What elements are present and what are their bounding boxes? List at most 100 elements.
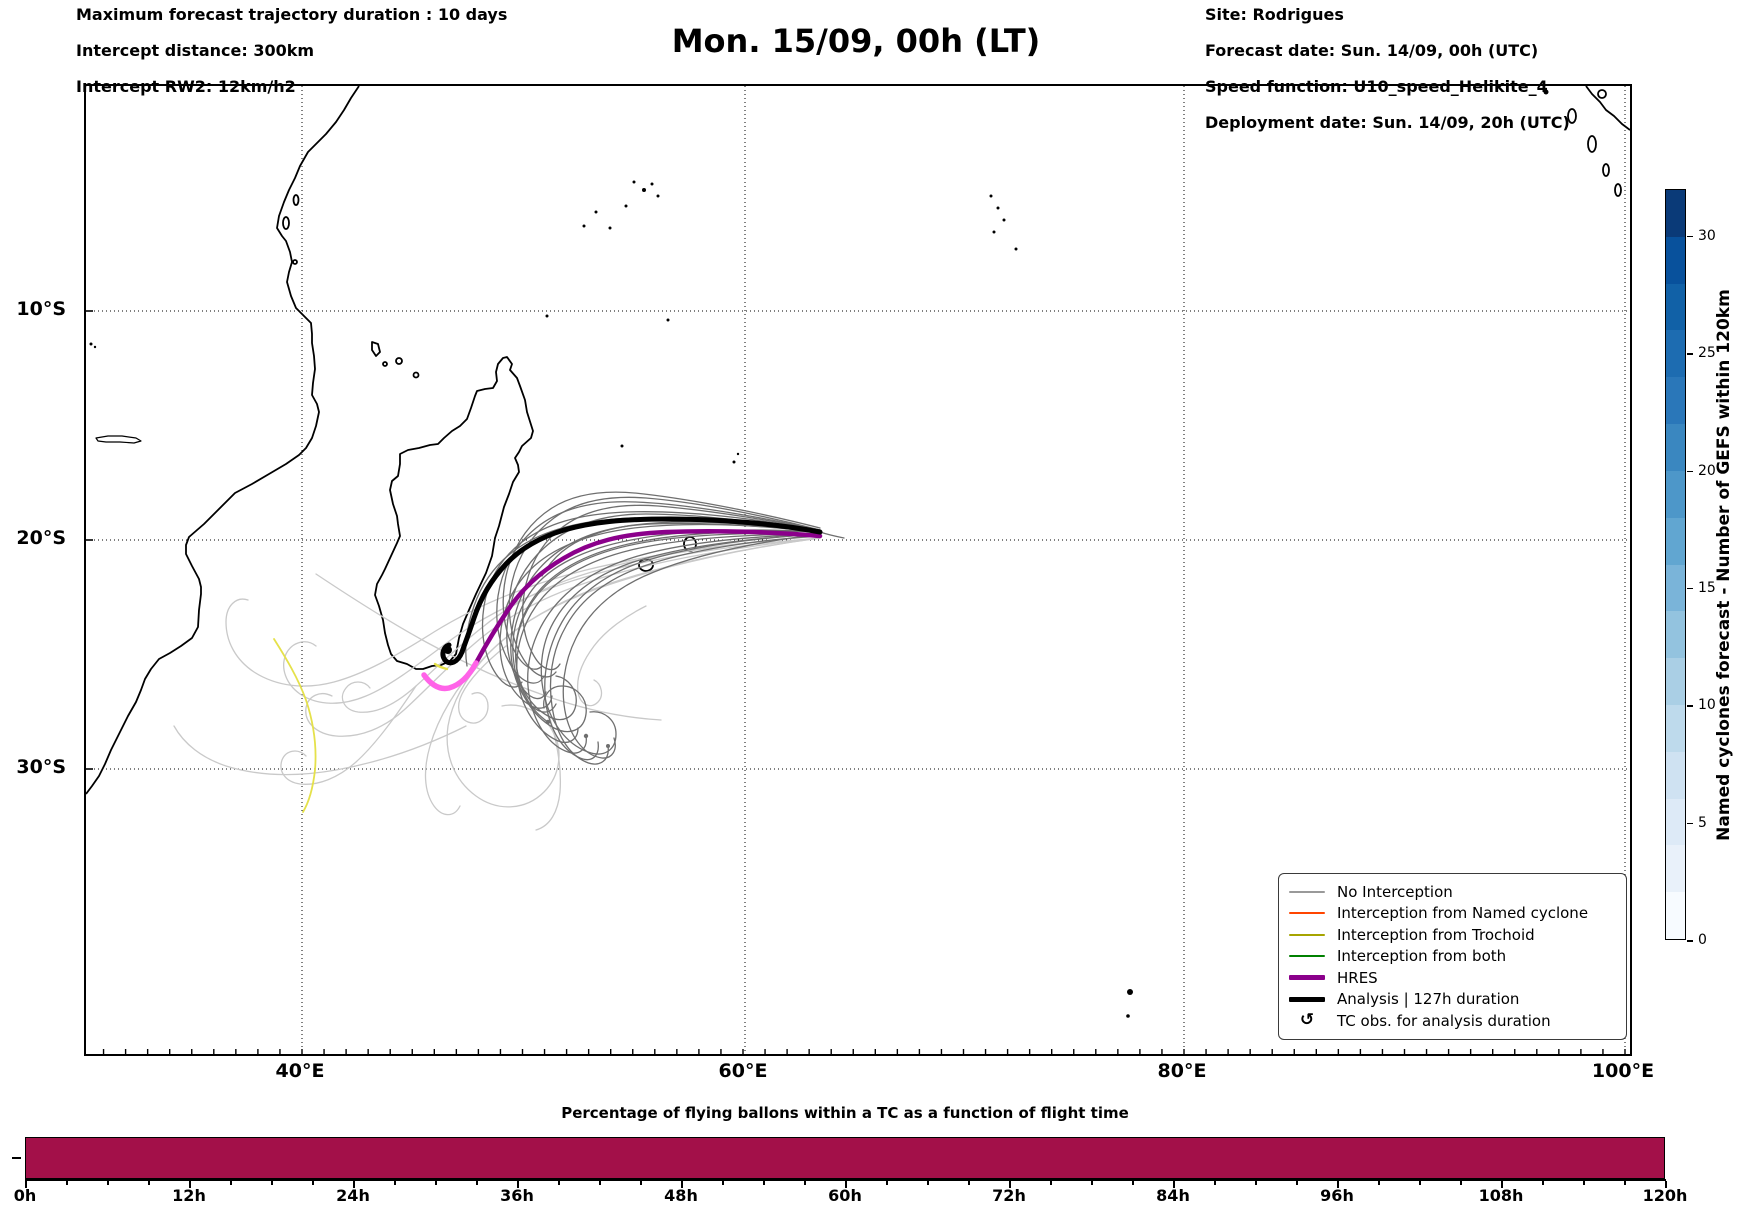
legend-line-olive bbox=[1289, 933, 1325, 936]
legend-line-gray bbox=[1289, 890, 1325, 893]
flight-time-tick-label: 120h bbox=[1642, 1186, 1688, 1205]
legend-line-black bbox=[1289, 996, 1325, 1002]
hres-track bbox=[473, 528, 823, 666]
small-island-specks bbox=[89, 89, 1549, 1018]
gefs-colorbar bbox=[1665, 189, 1686, 940]
param-intercept-distance: Intercept distance: 300km bbox=[76, 41, 315, 60]
nias-island bbox=[1567, 108, 1577, 124]
colorbar-title: Named cyclones forecast - Number of GEFS… bbox=[1714, 289, 1734, 841]
legend-row-analysis: Analysis | 127h duration bbox=[1289, 989, 1616, 1011]
colorbar-tick-label: 0 bbox=[1698, 932, 1707, 948]
flight-time-minor-tick bbox=[394, 1181, 396, 1185]
legend-line-green bbox=[1289, 955, 1325, 958]
colorbar-tick-label: 15 bbox=[1698, 579, 1716, 596]
flight-time-minor-tick bbox=[1337, 1181, 1339, 1185]
grande-comore-island bbox=[371, 341, 381, 357]
flight-time-minor-tick bbox=[1091, 1181, 1093, 1185]
legend-label: Interception from both bbox=[1337, 947, 1507, 966]
legend-row-named-cyclone: Interception from Named cyclone bbox=[1289, 903, 1616, 925]
flight-time-minor-tick bbox=[1665, 1181, 1667, 1185]
legend-row-tc-obs: ↺ TC obs. for analysis duration bbox=[1289, 1010, 1616, 1032]
flight-time-minor-tick bbox=[1132, 1181, 1134, 1185]
flight-time-minor-tick bbox=[107, 1181, 109, 1185]
flight-time-minor-tick bbox=[927, 1181, 929, 1185]
colorbar-tick-label: 10 bbox=[1698, 697, 1716, 714]
flight-time-tick-label: 60h bbox=[828, 1186, 862, 1205]
flight-time-minor-tick bbox=[230, 1181, 232, 1185]
flight-time-minor-tick bbox=[722, 1181, 724, 1185]
colorbar-tick-mark bbox=[1687, 353, 1693, 355]
flight-time-minor-tick bbox=[886, 1181, 888, 1185]
analysis-track bbox=[440, 516, 823, 666]
legend-label: HRES bbox=[1337, 968, 1378, 987]
sumatra-coast-corner bbox=[1585, 86, 1630, 131]
colorbar-tick-mark bbox=[1687, 822, 1693, 825]
pemba-island bbox=[292, 194, 300, 206]
trajectory-map bbox=[84, 84, 1632, 1056]
flight-time-minor-tick bbox=[517, 1181, 519, 1185]
trajectories-no-interception-light bbox=[173, 535, 821, 831]
flight-time-minor-tick bbox=[845, 1181, 847, 1185]
map-ytick-10s: 10°S bbox=[16, 298, 66, 320]
mafia-island bbox=[292, 259, 298, 265]
deployment-date: Deployment date: Sun. 14/09, 20h (UTC) bbox=[1205, 113, 1570, 132]
flight-time-minor-tick bbox=[1009, 1181, 1011, 1185]
flight-time-tick-label: 72h bbox=[992, 1186, 1026, 1205]
flight-time-bar bbox=[25, 1137, 1665, 1179]
flight-time-minor-tick bbox=[1255, 1181, 1257, 1185]
flight-time-minor-tick bbox=[353, 1181, 355, 1185]
flight-time-minor-tick bbox=[66, 1181, 68, 1185]
flight-time-minor-tick bbox=[640, 1181, 642, 1185]
flight-time-tick-label: 108h bbox=[1478, 1186, 1524, 1205]
amsterdam-island bbox=[1127, 989, 1133, 995]
legend-line-orangered bbox=[1289, 912, 1325, 915]
map-xtick-40e: 40°E bbox=[275, 1060, 325, 1082]
flight-time-minor-tick bbox=[1460, 1181, 1462, 1185]
map-legend: No Interception Interception from Named … bbox=[1278, 873, 1627, 1040]
mayotte-island bbox=[412, 371, 420, 379]
legend-label: Interception from Trochoid bbox=[1337, 925, 1535, 944]
flight-time-minor-tick bbox=[1624, 1181, 1626, 1185]
flight-time-minor-tick bbox=[476, 1181, 478, 1185]
colorbar-tick-mark bbox=[1687, 470, 1693, 473]
param-intercept-rw2: Intercept RW2: 12km/h2 bbox=[76, 77, 296, 96]
colorbar-tick-mark bbox=[1687, 587, 1693, 590]
colorbar-tick-mark bbox=[1687, 235, 1693, 238]
legend-label: No Interception bbox=[1337, 882, 1453, 901]
flight-time-minor-tick bbox=[1419, 1181, 1421, 1185]
legend-label: Analysis | 127h duration bbox=[1337, 990, 1520, 1009]
flight-time-minor-tick bbox=[148, 1181, 150, 1185]
run-parameters-text: Maximum forecast trajectory duration : 1… bbox=[76, 6, 507, 96]
flight-time-minor-tick bbox=[763, 1181, 765, 1185]
legend-line-purple bbox=[1289, 975, 1325, 981]
flight-time-minor-tick bbox=[804, 1181, 806, 1185]
flight-time-minor-tick bbox=[271, 1181, 273, 1185]
colorbar-tick-label: 20 bbox=[1698, 462, 1716, 479]
africa-coastline bbox=[86, 86, 360, 795]
flight-time-minor-tick bbox=[1296, 1181, 1298, 1185]
flight-time-minor-tick bbox=[1583, 1181, 1585, 1185]
anjouan-island bbox=[395, 357, 403, 365]
colorbar-tick-mark bbox=[1687, 940, 1693, 942]
flight-time-minor-tick bbox=[25, 1181, 27, 1185]
flight-time-minor-tick bbox=[1542, 1181, 1544, 1185]
corner-islet bbox=[1597, 89, 1607, 99]
lake-shore-sliver bbox=[95, 435, 142, 444]
legend-row-both: Interception from both bbox=[1289, 946, 1616, 968]
trajectory-trochoid-interception bbox=[273, 638, 449, 813]
flight-time-minor-tick bbox=[1501, 1181, 1503, 1185]
colorbar-tick-label: 5 bbox=[1698, 814, 1707, 831]
flight-time-minor-tick bbox=[968, 1181, 970, 1185]
map-xtick-60e: 60°E bbox=[718, 1060, 768, 1082]
flight-time-tick-label: 24h bbox=[336, 1186, 370, 1205]
flight-time-tick-label: 48h bbox=[664, 1186, 698, 1205]
zanzibar-island bbox=[282, 216, 290, 230]
flight-time-tick-label: 84h bbox=[1156, 1186, 1190, 1205]
map-ytick-20s: 20°S bbox=[16, 527, 66, 549]
flight-time-ytick bbox=[12, 1157, 21, 1159]
flight-time-minor-tick bbox=[1173, 1181, 1175, 1185]
legend-row-no-interception: No Interception bbox=[1289, 881, 1616, 903]
map-svg bbox=[86, 86, 1630, 1054]
flight-time-tick-label: 0h bbox=[13, 1186, 37, 1205]
analysis-end-marker bbox=[444, 646, 452, 654]
